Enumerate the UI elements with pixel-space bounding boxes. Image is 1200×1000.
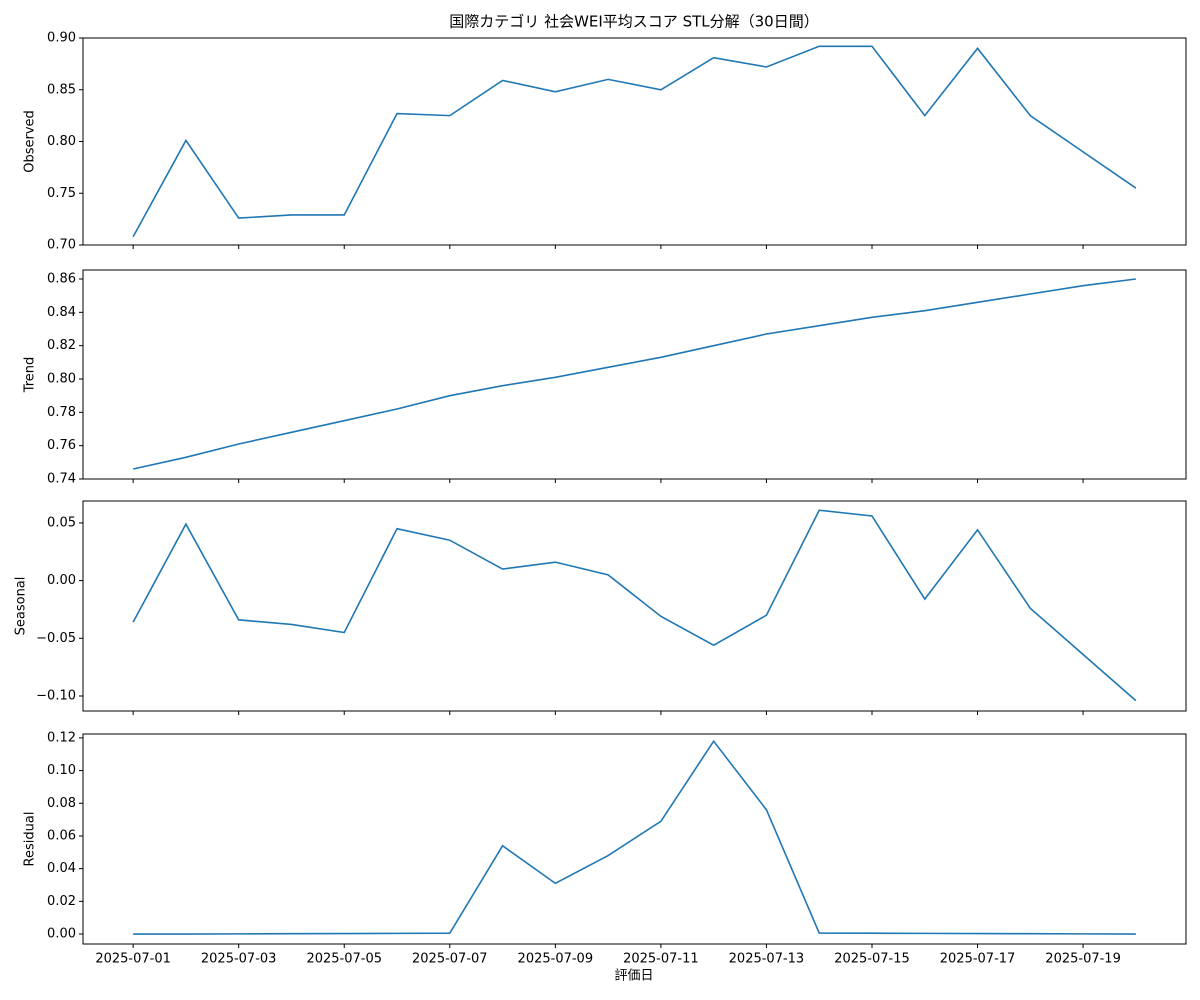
y-axis-label: Observed — [23, 110, 38, 173]
y-tick-label: 0.06 — [47, 828, 76, 843]
x-tick-label: 2025-07-07 — [412, 952, 488, 967]
x-tick-label: 2025-07-17 — [940, 952, 1016, 967]
x-tick-label: 2025-07-09 — [518, 952, 594, 967]
x-tick-label: 2025-07-19 — [1045, 952, 1121, 967]
line-series — [132, 509, 1137, 702]
x-tick-label: 2025-07-13 — [729, 952, 805, 967]
line-series — [132, 278, 1136, 470]
y-tick-label: 0.85 — [47, 82, 76, 97]
x-tick-label: 2025-07-05 — [306, 952, 382, 967]
y-tick-label: 0.84 — [47, 305, 76, 320]
y-tick-label: 0.08 — [47, 796, 76, 811]
y-tick-label: 0.00 — [47, 927, 76, 942]
y-axis-label: Residual — [23, 812, 38, 867]
chart-title: 国際カテゴリ 社会WEI平均スコア STL分解（30日間） — [449, 13, 818, 31]
y-tick-label: 0.05 — [47, 515, 76, 530]
y-axis-label: Trend — [23, 357, 38, 394]
y-tick-label: 0.10 — [47, 763, 76, 778]
y-tick-label: 0.78 — [47, 405, 76, 420]
line-series — [132, 45, 1137, 238]
x-tick-label: 2025-07-11 — [623, 952, 699, 967]
y-tick-label: −0.05 — [36, 631, 76, 646]
y-tick-label: 0.00 — [47, 573, 76, 588]
y-tick-label: 0.04 — [47, 861, 76, 876]
x-tick-label: 2025-07-01 — [95, 952, 171, 967]
x-tick-label: 2025-07-15 — [834, 952, 910, 967]
plot-frame — [82, 500, 1187, 712]
y-tick-label: 0.12 — [47, 730, 76, 745]
y-tick-label: 0.86 — [47, 272, 76, 287]
x-axis-label: 評価日 — [614, 969, 653, 984]
y-tick-label: 0.76 — [47, 438, 76, 453]
y-tick-label: −0.10 — [36, 689, 76, 704]
y-axis-label: Seasonal — [14, 577, 29, 636]
y-tick-label: 0.02 — [47, 894, 76, 909]
line-series — [133, 739, 1136, 935]
y-tick-label: 0.75 — [47, 186, 76, 201]
y-tick-label: 0.90 — [47, 31, 76, 46]
y-tick-label: 0.82 — [47, 338, 76, 353]
x-tick-label: 2025-07-03 — [201, 952, 277, 967]
y-tick-label: 0.80 — [47, 134, 76, 149]
y-tick-label: 0.70 — [47, 238, 76, 253]
y-tick-label: 0.74 — [47, 472, 76, 487]
plot-frame — [82, 269, 1187, 480]
plot-frame — [82, 733, 1187, 945]
y-tick-label: 0.80 — [47, 372, 76, 387]
